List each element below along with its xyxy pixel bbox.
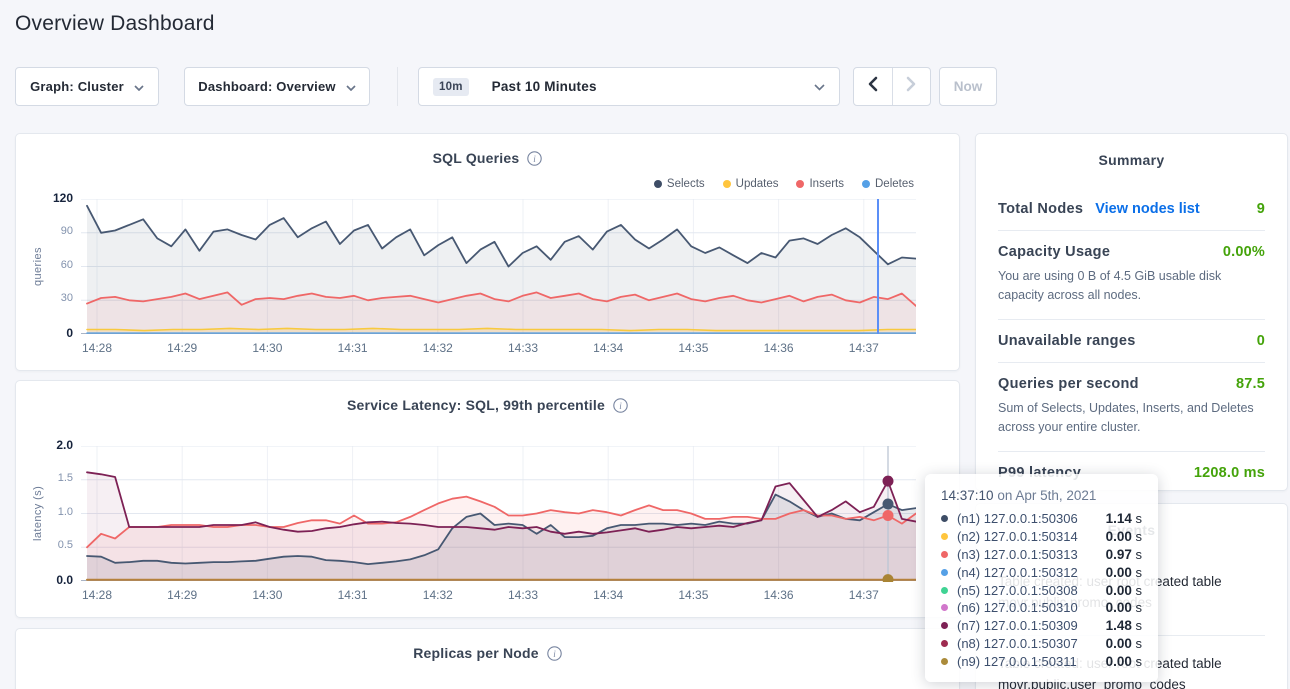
info-icon[interactable]: i	[527, 150, 543, 166]
qps-desc: Sum of Selects, Updates, Inserts, and De…	[998, 400, 1254, 435]
node-color-dot	[941, 568, 948, 576]
view-nodes-list-link[interactable]: View nodes list	[1095, 201, 1200, 217]
node-address: (n9) 127.0.0.1:50311	[957, 653, 1077, 669]
tooltip-node-row: (n9) 127.0.0.1:50311 0.00 s	[941, 652, 1142, 670]
node-address: (n8) 127.0.0.1:50307	[957, 635, 1078, 651]
summary-row-qps: Queries per second 87.5 Sum of Selects, …	[998, 363, 1265, 452]
time-range-badge: 10m	[433, 77, 469, 96]
summary-row-unavailable: Unavailable ranges 0	[998, 320, 1265, 363]
legend-item-updates[interactable]: Updates	[722, 178, 778, 190]
node-color-dot	[941, 533, 948, 541]
node-color-dot	[941, 639, 948, 647]
node-address: (n1) 127.0.0.1:50306	[957, 511, 1078, 527]
controls-divider	[397, 67, 398, 106]
graph-dropdown-label: Graph: Cluster	[30, 79, 124, 94]
node-latency-value: 0.00 s	[1105, 529, 1142, 545]
now-button[interactable]: Now	[939, 67, 997, 106]
node-address: (n5) 127.0.0.1:50308	[957, 582, 1078, 598]
time-nav-group	[853, 67, 931, 106]
time-range-label: Past 10 Minutes	[491, 79, 597, 94]
tooltip-node-row: (n5) 127.0.0.1:50308 0.00 s	[941, 581, 1142, 599]
capacity-usage-desc: You are using 0 B of 4.5 GiB usable disk…	[998, 269, 1222, 303]
svg-text:i: i	[534, 153, 537, 163]
summary-row-capacity: Capacity Usage 0.00% You are using 0 B o…	[998, 231, 1265, 320]
node-address: (n3) 127.0.0.1:50313	[957, 546, 1078, 562]
inserts-dot	[796, 180, 805, 188]
legend-item-selects[interactable]: Selects	[653, 178, 705, 190]
node-color-dot	[941, 515, 948, 523]
total-nodes-value: 9	[1256, 201, 1265, 217]
tooltip-node-row: (n6) 127.0.0.1:50310 0.00 s	[941, 599, 1142, 617]
node-address: (n2) 127.0.0.1:50314	[957, 529, 1078, 545]
node-address: (n7) 127.0.0.1:50309	[957, 618, 1078, 634]
node-color-dot	[941, 604, 948, 612]
sql-queries-plot[interactable]	[81, 199, 916, 335]
svg-text:i: i	[553, 648, 556, 658]
info-icon[interactable]: i	[547, 645, 562, 661]
summary-row-total-nodes: Total Nodes View nodes list 9	[998, 188, 1265, 231]
summary-heading: Summary	[1098, 152, 1165, 168]
latency-hover-tooltip: 14:37:10 on Apr 5th, 2021 (n1) 127.0.0.1…	[925, 474, 1158, 683]
service-latency-plot[interactable]	[81, 446, 916, 582]
node-latency-value: 1.14 s	[1105, 511, 1142, 527]
service-latency-chart-card: Service Latency: SQL, 99th percentile i …	[15, 380, 960, 618]
replicas-chart-card: Replicas per Node i	[15, 628, 960, 689]
tooltip-node-row: (n1) 127.0.0.1:50306 1.14 s	[941, 510, 1142, 528]
dashboard-dropdown-label: Dashboard: Overview	[198, 79, 336, 94]
sql-chart-legend: Selects Updates Inserts Deletes	[653, 178, 914, 190]
tooltip-node-row: (n8) 127.0.0.1:50307 0.00 s	[941, 635, 1142, 653]
chevron-down-icon	[134, 79, 144, 94]
dashboard-dropdown[interactable]: Dashboard: Overview	[184, 67, 370, 106]
legend-item-inserts[interactable]: Inserts	[796, 178, 844, 190]
deletes-dot	[862, 180, 870, 188]
tooltip-node-row: (n4) 127.0.0.1:50312 0.00 s	[941, 563, 1142, 581]
node-color-dot	[941, 586, 948, 594]
node-latency-value: 0.00 s	[1105, 564, 1142, 580]
p99-latency-value: 1208.0 ms	[1193, 464, 1265, 481]
service-latency-title: Service Latency: SQL, 99th percentile	[347, 397, 605, 413]
replicas-title: Replicas per Node	[413, 645, 539, 661]
page-title: Overview Dashboard	[15, 12, 215, 35]
node-color-dot	[941, 550, 948, 558]
node-address: (n4) 127.0.0.1:50312	[957, 564, 1078, 580]
node-latency-value: 0.00 s	[1105, 653, 1142, 669]
unavailable-ranges-value: 0	[1256, 332, 1265, 349]
chevron-down-icon	[346, 79, 356, 94]
graph-dropdown[interactable]: Graph: Cluster	[15, 67, 159, 106]
node-address: (n6) 127.0.0.1:50310	[957, 600, 1078, 616]
legend-item-deletes[interactable]: Deletes	[862, 178, 914, 190]
tooltip-node-row: (n2) 127.0.0.1:50314 0.00 s	[941, 528, 1142, 546]
node-latency-value: 0.00 s	[1105, 600, 1142, 616]
node-latency-value: 0.00 s	[1105, 582, 1142, 598]
info-icon[interactable]: i	[613, 397, 628, 413]
summary-panel: Summary Total Nodes View nodes list 9 Ca…	[975, 133, 1288, 491]
time-range-dropdown[interactable]: 10m Past 10 Minutes	[418, 67, 840, 106]
svg-text:i: i	[619, 400, 622, 410]
chevron-right-icon	[906, 76, 917, 97]
prev-range-button[interactable]	[854, 68, 893, 105]
node-color-dot	[941, 622, 948, 630]
capacity-usage-value: 0.00%	[1222, 244, 1265, 260]
node-latency-value: 0.00 s	[1105, 635, 1142, 651]
sql-queries-chart-card: SQL Queries i Selects Updates Inserts De…	[15, 133, 960, 371]
tooltip-node-row: (n3) 127.0.0.1:50313 0.97 s	[941, 546, 1142, 564]
tooltip-node-row: (n7) 127.0.0.1:50309 1.48 s	[941, 617, 1142, 635]
node-latency-value: 0.97 s	[1105, 546, 1142, 562]
chevron-down-icon	[814, 79, 825, 94]
selects-dot	[653, 180, 662, 188]
chevron-left-icon	[867, 76, 878, 97]
node-latency-value: 1.48 s	[1105, 618, 1142, 634]
node-color-dot	[941, 657, 948, 665]
updates-dot	[722, 180, 731, 188]
tooltip-timestamp: 14:37:10 on Apr 5th, 2021	[941, 488, 1097, 503]
sql-queries-title: SQL Queries	[432, 150, 520, 166]
qps-value: 87.5	[1235, 375, 1265, 392]
next-range-button[interactable]	[893, 68, 931, 105]
